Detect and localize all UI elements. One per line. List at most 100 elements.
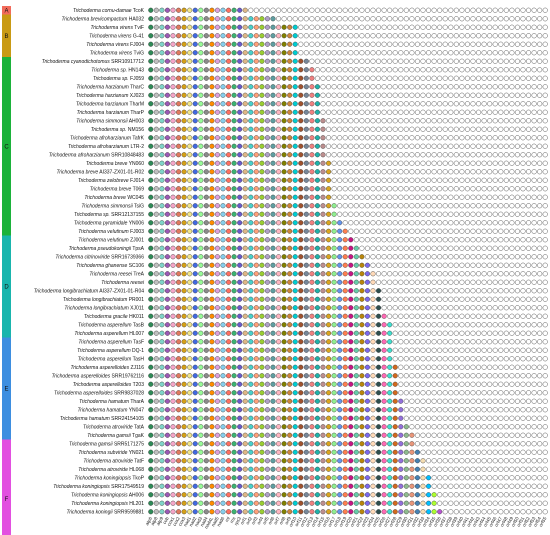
gene-present-dot: [164, 135, 170, 141]
gene-present-dot: [181, 398, 187, 404]
gene-absent-dot: [387, 50, 393, 56]
gene-present-dot: [198, 75, 204, 81]
gene-absent-dot: [348, 211, 354, 217]
gene-absent-dot: [537, 245, 543, 251]
gene-present-dot: [242, 245, 248, 251]
gene-present-dot: [309, 67, 315, 73]
gene-present-dot: [176, 84, 182, 90]
gene-present-dot: [176, 228, 182, 234]
species-name: Trichoderma gamsii: [87, 433, 131, 439]
gene-present-dot: [187, 41, 193, 47]
gene-present-dot: [248, 483, 254, 489]
gene-absent-dot: [498, 33, 504, 39]
gene-present-dot: [203, 381, 209, 387]
gene-present-dot: [209, 390, 215, 396]
gene-absent-dot: [481, 169, 487, 175]
gene-absent-dot: [298, 7, 304, 13]
gene-present-dot: [164, 415, 170, 421]
species-name: Trichoderma sp.: [91, 68, 127, 74]
gene-present-dot: [281, 407, 287, 413]
gene-absent-dot: [464, 390, 470, 396]
gene-present-dot: [381, 313, 387, 319]
gene-absent-dot: [453, 245, 459, 251]
gene-absent-dot: [414, 203, 420, 209]
gene-present-dot: [337, 381, 343, 387]
gene-present-dot: [309, 296, 315, 302]
gene-present-dot: [320, 330, 326, 336]
gene-present-dot: [242, 458, 248, 464]
gene-absent-dot: [398, 92, 404, 98]
gene-absent-dot: [503, 135, 509, 141]
strain-id: SRR24154105: [110, 416, 144, 422]
gene-absent-dot: [442, 41, 448, 47]
gene-present-dot: [398, 432, 404, 438]
gene-present-dot: [164, 296, 170, 302]
gene-column-label: orf14: [310, 516, 320, 528]
gene-present-dot: [148, 41, 154, 47]
gene-absent-dot: [503, 126, 509, 132]
gene-present-dot: [248, 211, 254, 217]
gene-present-dot: [237, 245, 243, 251]
gene-present-dot: [342, 347, 348, 353]
gene-present-dot: [192, 356, 198, 362]
gene-present-dot: [148, 288, 154, 294]
gene-absent-dot: [481, 152, 487, 158]
gene-present-dot: [214, 126, 220, 132]
gene-absent-dot: [420, 330, 426, 336]
gene-present-dot: [364, 483, 370, 489]
gene-present-dot: [209, 492, 215, 498]
gene-absent-dot: [426, 169, 432, 175]
gene-present-dot: [320, 160, 326, 166]
gene-present-dot: [259, 92, 265, 98]
gene-present-dot: [403, 492, 409, 498]
gene-present-dot: [187, 220, 193, 226]
gene-absent-dot: [476, 58, 482, 64]
gene-present-dot: [259, 237, 265, 243]
gene-present-dot: [264, 143, 270, 149]
gene-present-dot: [276, 33, 282, 39]
gene-present-dot: [359, 322, 365, 328]
gene-absent-dot: [342, 101, 348, 107]
gene-present-dot: [159, 7, 165, 13]
gene-absent-dot: [431, 50, 437, 56]
gene-present-dot: [181, 245, 187, 251]
species-name: Trichoderma hamatum: [79, 399, 129, 405]
gene-absent-dot: [470, 101, 476, 107]
gene-absent-dot: [442, 458, 448, 464]
gene-present-dot: [392, 441, 398, 447]
gene-absent-dot: [426, 390, 432, 396]
gene-absent-dot: [409, 398, 415, 404]
gene-absent-dot: [420, 109, 426, 115]
gene-present-dot: [237, 84, 243, 90]
gene-present-dot: [159, 92, 165, 98]
gene-present-dot: [398, 424, 404, 430]
gene-present-dot: [259, 118, 265, 124]
gene-present-dot: [176, 24, 182, 30]
gene-present-dot: [187, 194, 193, 200]
gene-absent-dot: [464, 322, 470, 328]
gene-absent-dot: [476, 33, 482, 39]
gene-present-dot: [176, 330, 182, 336]
gene-absent-dot: [442, 7, 448, 13]
gene-absent-dot: [431, 356, 437, 362]
gene-absent-dot: [453, 16, 459, 22]
gene-present-dot: [181, 194, 187, 200]
gene-present-dot: [353, 441, 359, 447]
gene-present-dot: [214, 245, 220, 251]
gene-present-dot: [153, 101, 159, 107]
gene-absent-dot: [481, 407, 487, 413]
gene-absent-dot: [503, 177, 509, 183]
gene-present-dot: [220, 58, 226, 64]
gene-present-dot: [214, 211, 220, 217]
gene-present-dot: [231, 160, 237, 166]
gene-present-dot: [287, 398, 293, 404]
strain-label: Trichoderma virens G-41: [89, 34, 144, 40]
gene-absent-dot: [409, 152, 415, 158]
strain-id: DQ-1: [131, 348, 145, 354]
gene-present-dot: [292, 398, 298, 404]
gene-absent-dot: [437, 118, 443, 124]
gene-present-dot: [242, 432, 248, 438]
gene-present-dot: [292, 143, 298, 149]
gene-absent-dot: [431, 101, 437, 107]
gene-present-dot: [253, 339, 259, 345]
